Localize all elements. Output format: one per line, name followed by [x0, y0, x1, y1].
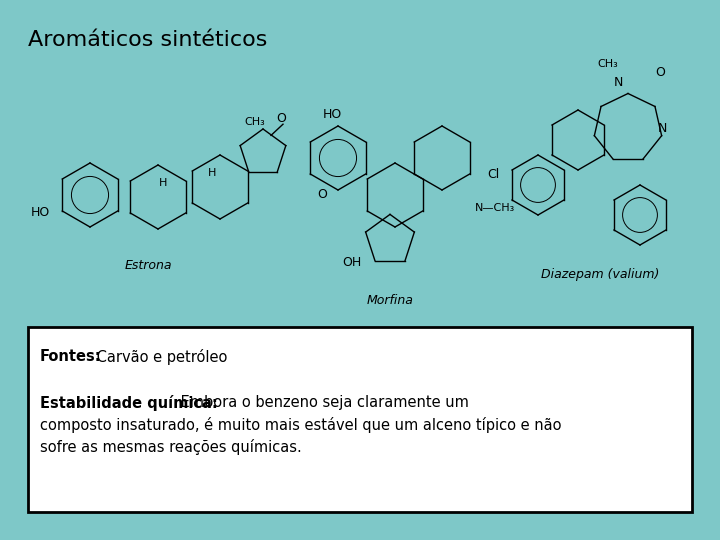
Text: N: N [657, 122, 667, 134]
Text: Estabilidade química:: Estabilidade química: [40, 395, 217, 411]
Text: HO: HO [31, 206, 50, 219]
Text: H: H [208, 168, 216, 178]
Text: Morfina: Morfina [366, 294, 413, 307]
Text: O: O [655, 65, 665, 78]
Text: HO: HO [323, 107, 341, 120]
FancyBboxPatch shape [28, 327, 692, 512]
Text: OH: OH [342, 255, 361, 268]
Text: Fontes:: Fontes: [40, 349, 102, 364]
Text: CH₃: CH₃ [245, 117, 266, 127]
Text: O: O [276, 112, 286, 125]
Text: Aromáticos sintéticos: Aromáticos sintéticos [28, 30, 267, 50]
Text: sofre as mesmas reações químicas.: sofre as mesmas reações químicas. [40, 439, 302, 455]
Text: Diazepam (valium): Diazepam (valium) [541, 268, 660, 281]
Text: composto insaturado, é muito mais estável que um alceno típico e não: composto insaturado, é muito mais estáve… [40, 417, 562, 433]
Text: O: O [317, 188, 327, 201]
Text: Cl: Cl [487, 168, 500, 181]
Text: N—CH₃: N—CH₃ [475, 203, 516, 213]
Text: H: H [159, 178, 167, 188]
Text: Estrona: Estrona [125, 259, 172, 272]
Text: Carvão e petróleo: Carvão e petróleo [92, 349, 228, 365]
Text: N: N [613, 76, 623, 89]
Text: Embora o benzeno seja claramente um: Embora o benzeno seja claramente um [176, 395, 469, 410]
Text: CH₃: CH₃ [598, 59, 618, 69]
